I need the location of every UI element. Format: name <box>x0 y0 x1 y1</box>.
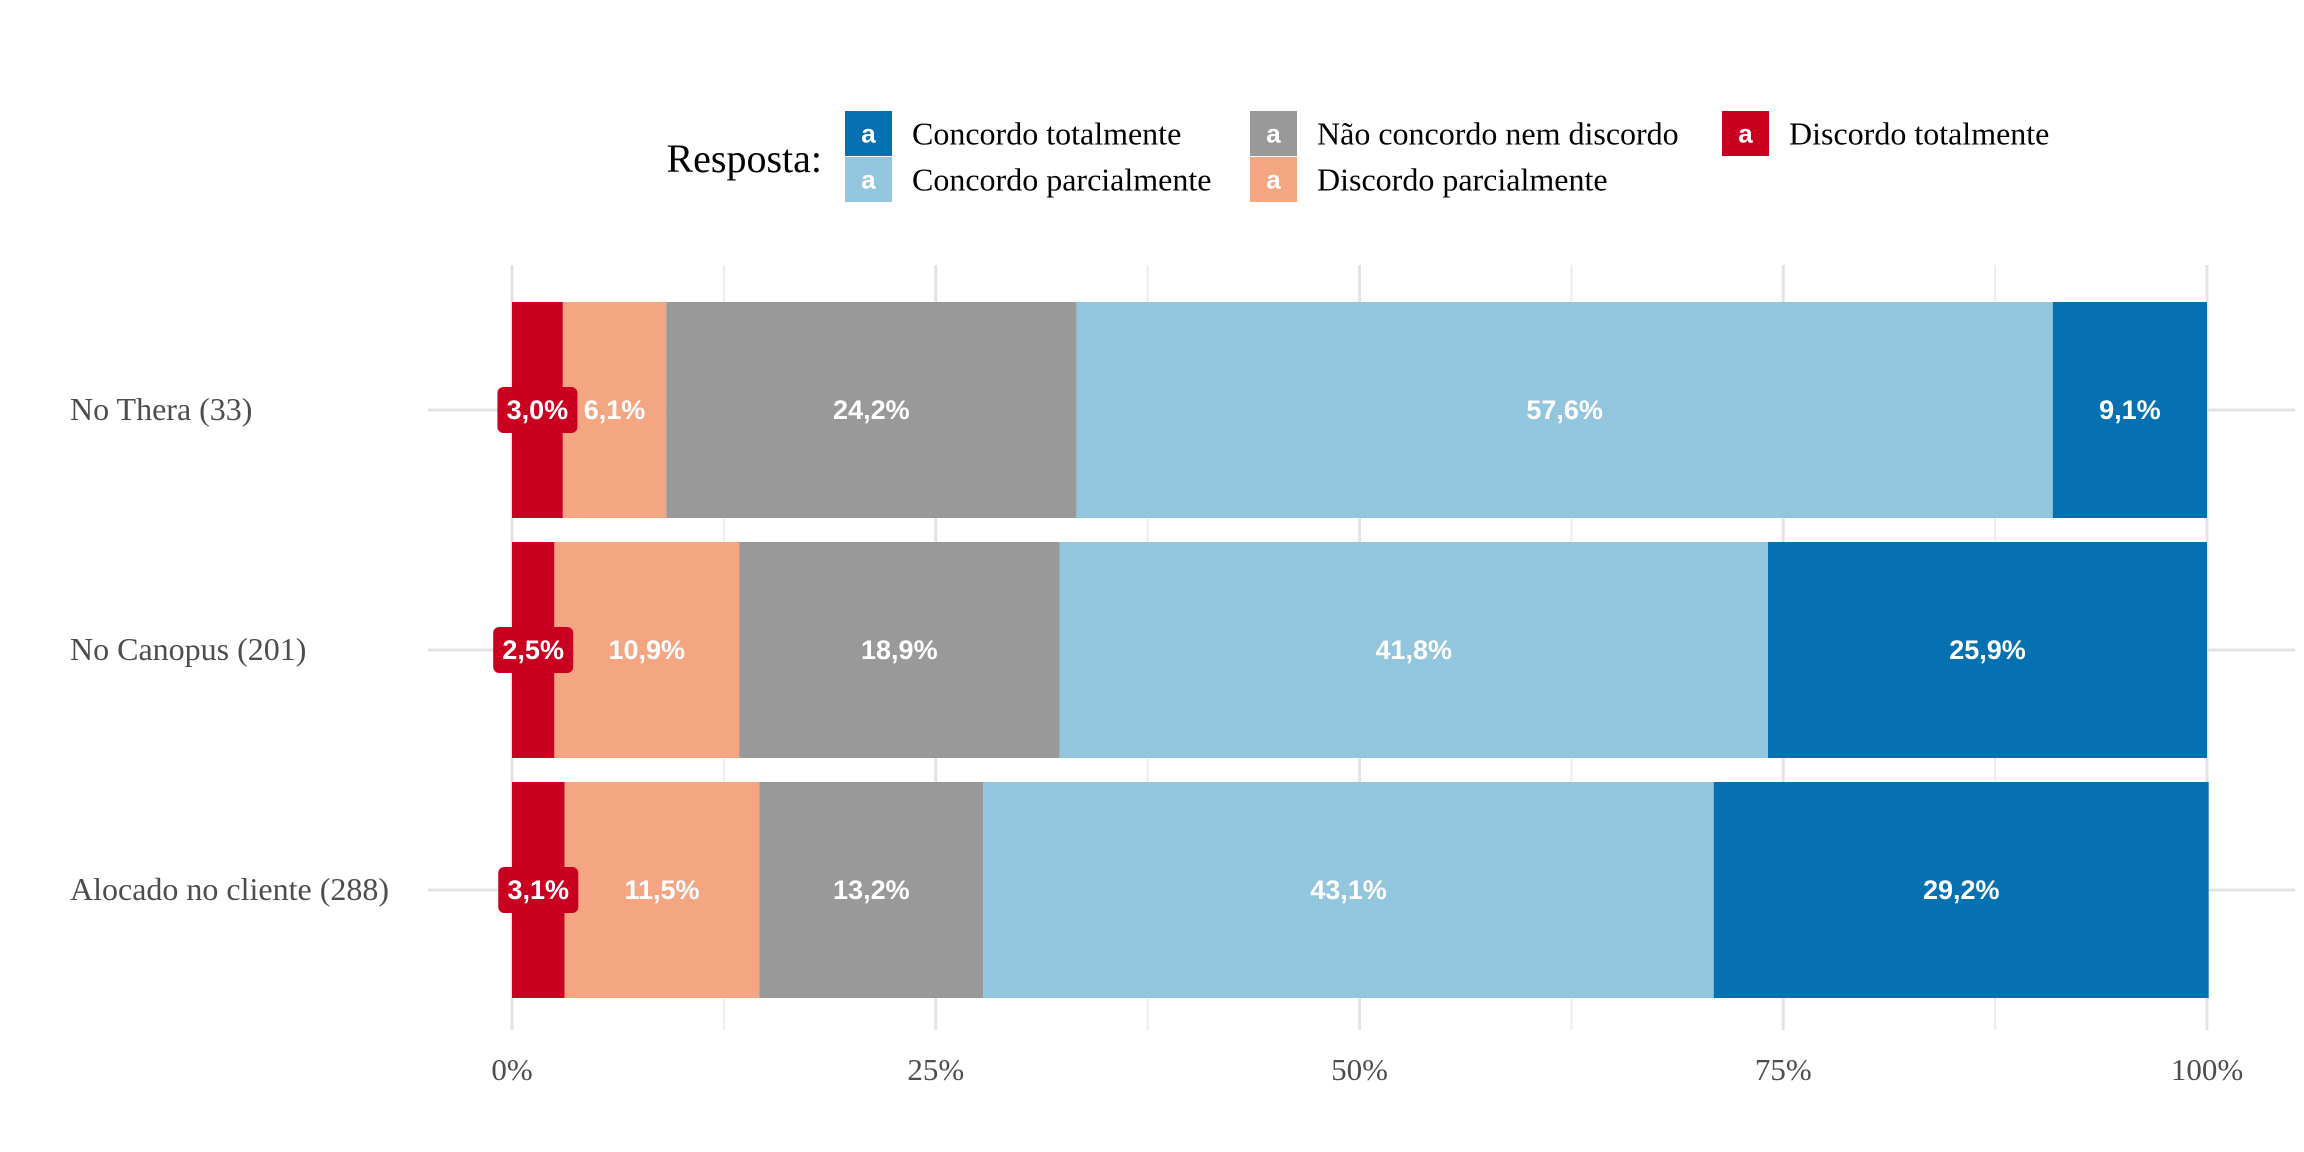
x-tick-label: 100% <box>2171 1052 2243 1087</box>
data-label: 3,1% <box>507 875 569 905</box>
legend-key-glyph: a <box>1738 119 1753 149</box>
legend-key-glyph: a <box>861 165 876 195</box>
legend-key-glyph: a <box>1266 165 1281 195</box>
data-label: 11,5% <box>624 875 699 905</box>
legend: Resposta: a Concordo totalmente a Concordo p… <box>666 111 2049 202</box>
bar-segment <box>666 302 1077 518</box>
data-label-box <box>498 867 579 913</box>
legend-label: Discordo parcialmente <box>1317 162 1608 198</box>
bar-segment <box>759 782 984 998</box>
data-label: 29,2% <box>1923 875 2000 905</box>
category-label: No Canopus (201) <box>70 631 306 667</box>
data-label-box <box>493 627 574 673</box>
data-label: 25,9% <box>1949 635 2026 665</box>
y-axis-labels: No Thera (33) No Canopus (201) Alocado no … <box>70 391 389 907</box>
category-label: No Thera (33) <box>70 391 252 427</box>
legend-key-glyph: a <box>861 119 876 149</box>
data-label: 13,2% <box>833 875 910 905</box>
x-tick-label: 75% <box>1755 1052 1812 1087</box>
legend-label: Concordo parcialmente <box>912 162 1211 198</box>
data-label: 3,0% <box>507 395 569 425</box>
legend-key <box>1250 111 1297 156</box>
data-label-box <box>497 387 578 433</box>
bar-segment <box>564 782 760 998</box>
legend-key <box>845 157 892 202</box>
data-label: 10,9% <box>608 635 685 665</box>
bar-segment <box>1076 302 2053 518</box>
legend-key-glyph: a <box>1266 119 1281 149</box>
bar-segment <box>554 542 740 758</box>
data-label: 43,1% <box>1310 875 1387 905</box>
x-tick-label: 0% <box>491 1052 532 1087</box>
data-label: 18,9% <box>861 635 938 665</box>
data-label: 9,1% <box>2099 395 2161 425</box>
data-label: 41,8% <box>1375 635 1452 665</box>
data-label: 57,6% <box>1526 395 1603 425</box>
x-tick-label: 25% <box>907 1052 964 1087</box>
legend-title: Resposta: <box>666 136 822 181</box>
legend-label: Discordo totalmente <box>1789 116 2049 152</box>
legend-label: Não concordo nem discordo <box>1317 116 1679 152</box>
bar-segment <box>562 302 667 518</box>
data-labels: 3,0% 6,1% 24,2% 57,6% 9,1% 2,5% 10,9% 18,9% 41,8… <box>493 387 2161 913</box>
bar-segment <box>2052 302 2207 518</box>
x-tick-label: 50% <box>1331 1052 1388 1087</box>
bar-segment <box>1059 542 1768 758</box>
legend-key <box>1250 157 1297 202</box>
legend-key <box>845 111 892 156</box>
data-label: 2,5% <box>502 635 564 665</box>
bar-segment <box>983 782 1714 998</box>
bar-segment <box>1713 782 2209 998</box>
legend-label: Concordo totalmente <box>912 116 1181 152</box>
category-label: Alocado no cliente (288) <box>70 871 389 907</box>
data-label: 24,2% <box>833 395 910 425</box>
bar-segment <box>1767 542 2207 758</box>
x-axis-tick-labels: 0% 25% 50% 75% 100% <box>491 1052 2243 1087</box>
data-label: 6,1% <box>584 395 646 425</box>
legend-key <box>1722 111 1769 156</box>
bar-segment <box>739 542 1060 758</box>
